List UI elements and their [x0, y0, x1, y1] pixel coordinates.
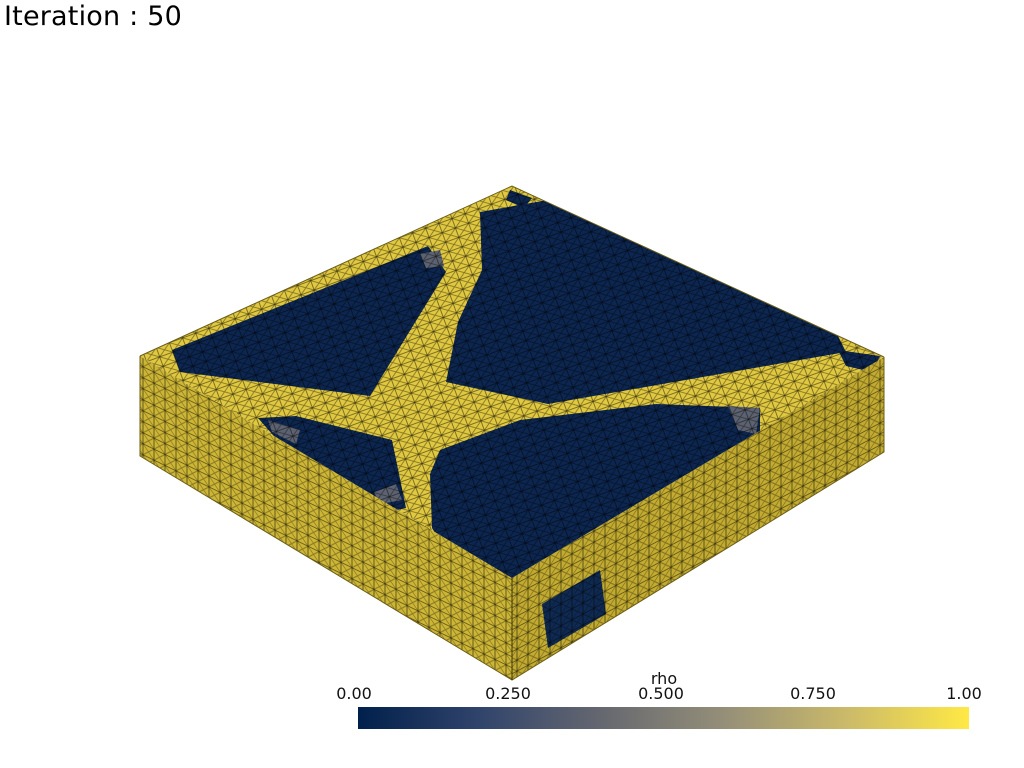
colorbar-tick-label: 0.250	[485, 684, 531, 703]
colorbar-gradient	[358, 707, 969, 729]
colorbar-tick-label: 0.00	[336, 684, 372, 703]
colorbar-title: rho	[650, 669, 678, 688]
right-side-face-grid	[512, 357, 884, 680]
iteration-title: Iteration : 50	[4, 1, 182, 32]
colorbar-tick-label: 1.00	[946, 684, 982, 703]
top-face-grid	[140, 186, 884, 578]
colorbar-tick-label: 0.750	[790, 684, 836, 703]
left-side-face-grid	[140, 356, 512, 680]
colorbar-tick-label: 0.500	[638, 684, 684, 703]
